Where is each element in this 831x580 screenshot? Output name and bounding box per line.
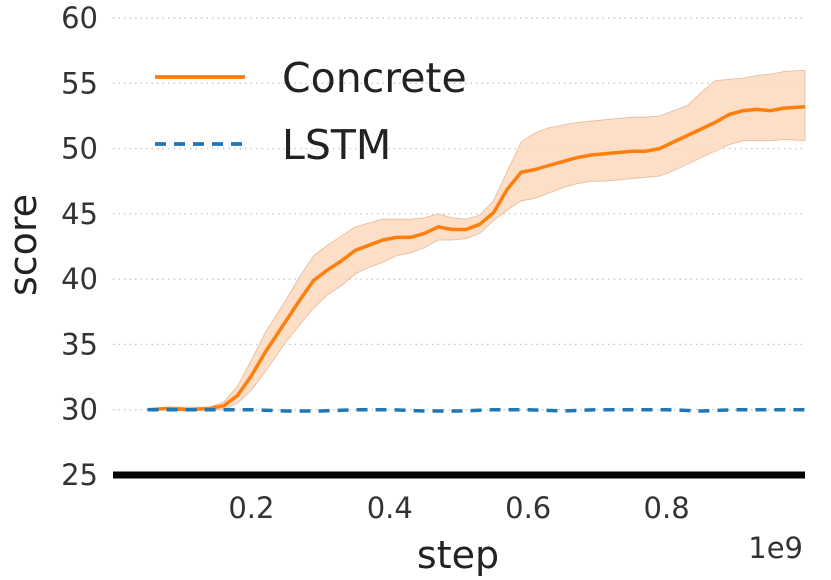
y-tick-label: 60 — [61, 1, 98, 35]
concrete-confidence-band — [147, 69, 806, 412]
x-axis-offset-label: 1e9 — [748, 531, 803, 565]
legend-label-lstm: LSTM — [282, 121, 391, 169]
x-tick-label: 0.6 — [505, 491, 551, 525]
series-lines — [147, 105, 806, 413]
y-tick-label: 55 — [61, 66, 98, 100]
y-tick-label: 30 — [61, 393, 98, 427]
x-axis-title: step — [417, 533, 499, 577]
x-tick-label: 0.2 — [228, 491, 274, 525]
x-tick-label: 0.8 — [644, 491, 690, 525]
y-tick-label: 40 — [61, 262, 98, 296]
legend-label-concrete: Concrete — [282, 54, 467, 102]
concrete-series-line — [147, 105, 806, 412]
x-tick-label: 0.4 — [367, 491, 413, 525]
x-tick-labels: 0.2 0.4 0.6 0.8 — [228, 491, 689, 525]
y-tick-label: 50 — [61, 132, 98, 166]
y-axis-title: score — [1, 194, 45, 296]
y-tick-label: 45 — [61, 197, 98, 231]
y-tick-labels: 25 30 35 40 45 50 55 60 — [61, 1, 98, 492]
y-tick-label: 35 — [61, 327, 98, 361]
lstm-series-line — [147, 407, 805, 413]
legend: Concrete LSTM — [155, 54, 467, 169]
y-tick-label: 25 — [61, 458, 98, 492]
confidence-bands — [147, 69, 806, 412]
